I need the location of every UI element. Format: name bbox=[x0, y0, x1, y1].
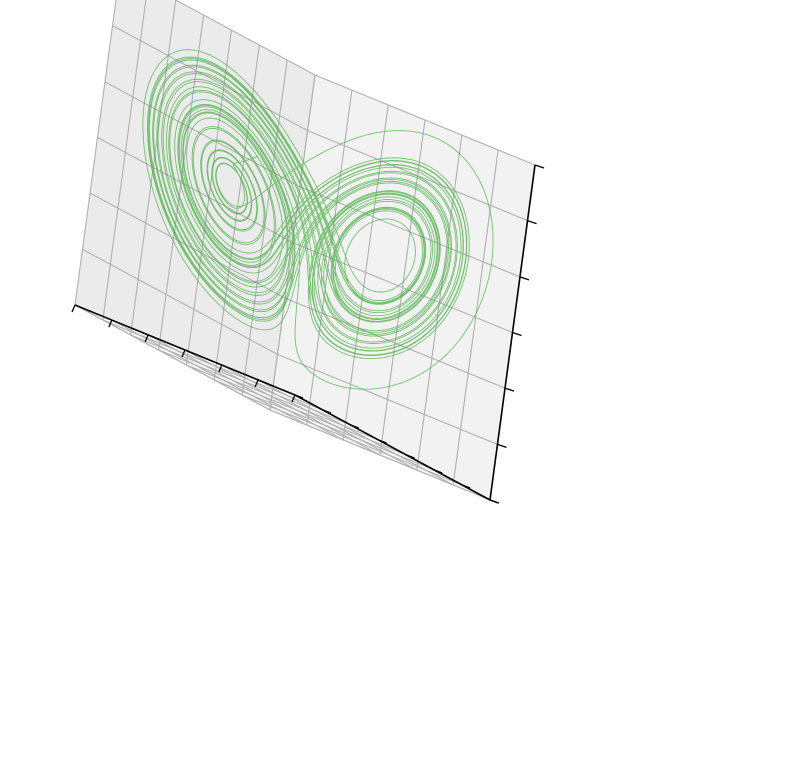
y-tick bbox=[406, 454, 415, 459]
gridline-z-left bbox=[97, 137, 293, 243]
lorenz-trajectory bbox=[142, 49, 494, 390]
gridline-z-left bbox=[174, 0, 316, 76]
x-tick bbox=[291, 394, 296, 403]
gridline-z-back bbox=[269, 409, 491, 501]
gridline-y-floor bbox=[214, 379, 435, 471]
z-tick bbox=[504, 387, 515, 392]
gridline-z-left bbox=[89, 192, 286, 299]
y-tick bbox=[350, 424, 359, 429]
gridline-y-floor bbox=[130, 334, 351, 426]
gridline-y-floor bbox=[102, 319, 324, 411]
gridline-z-back bbox=[292, 241, 513, 334]
gridline-x-floor bbox=[257, 379, 454, 486]
z-tick bbox=[489, 499, 500, 504]
gridline-x-floor bbox=[221, 364, 418, 471]
y-axis-line bbox=[294, 394, 491, 501]
x-tick bbox=[218, 364, 223, 373]
gridline-z-left bbox=[74, 304, 271, 411]
y-tick bbox=[322, 409, 332, 414]
x-tick bbox=[254, 379, 259, 388]
gridline-z-back bbox=[284, 297, 506, 389]
gridline-x-floor bbox=[111, 319, 308, 426]
series-line bbox=[142, 49, 494, 390]
y-tick bbox=[434, 469, 443, 474]
gridline-z-back bbox=[307, 130, 528, 222]
z-tick bbox=[519, 276, 530, 281]
gridline-y-floor bbox=[158, 349, 379, 441]
y-tick bbox=[378, 439, 387, 444]
z-tick bbox=[527, 219, 537, 225]
gridline-y-floor bbox=[241, 394, 463, 486]
gridline-y-floor bbox=[186, 364, 407, 456]
z-tick bbox=[512, 331, 522, 337]
gridline-z-left bbox=[112, 25, 308, 132]
z-tick bbox=[497, 443, 507, 449]
z-tick bbox=[534, 164, 545, 169]
gridline-z-left bbox=[82, 248, 278, 355]
gridline-x-floor bbox=[184, 349, 381, 456]
y-tick bbox=[294, 394, 304, 399]
gridline-z-back bbox=[314, 74, 536, 166]
gridline-z-back bbox=[277, 353, 498, 445]
x-tick bbox=[108, 319, 113, 328]
x-tick bbox=[181, 349, 186, 358]
gridline-x-floor bbox=[147, 334, 344, 441]
y-tick bbox=[461, 484, 471, 489]
axis-ticks bbox=[71, 164, 545, 504]
gridline-z-left bbox=[104, 81, 301, 188]
x-tick bbox=[71, 304, 76, 313]
x-tick bbox=[144, 334, 149, 343]
